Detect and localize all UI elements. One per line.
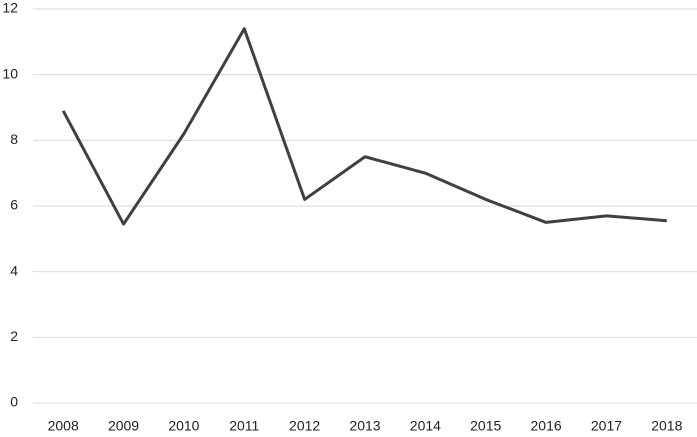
x-tick-label: 2016 bbox=[531, 418, 562, 434]
x-tick-label: 2009 bbox=[108, 418, 139, 434]
y-tick-label: 2 bbox=[10, 328, 18, 344]
x-tick-label: 2013 bbox=[349, 418, 380, 434]
x-tick-label: 2010 bbox=[168, 418, 199, 434]
data-line bbox=[61, 27, 667, 226]
y-tick-label: 0 bbox=[10, 394, 18, 410]
x-tick-label: 2011 bbox=[229, 418, 259, 434]
y-tick-label: 12 bbox=[2, 0, 18, 16]
x-tick-label: 2012 bbox=[289, 418, 320, 434]
x-tick-label: 2017 bbox=[591, 418, 622, 434]
x-tick-label: 2014 bbox=[410, 418, 441, 434]
x-tick-label: 2015 bbox=[470, 418, 501, 434]
y-tick-label: 6 bbox=[10, 197, 18, 213]
x-tick-label: 2008 bbox=[48, 418, 79, 434]
y-tick-label: 10 bbox=[2, 65, 18, 81]
y-tick-label: 4 bbox=[10, 262, 18, 278]
y-tick-label: 8 bbox=[10, 131, 18, 147]
x-tick-label: 2018 bbox=[651, 418, 682, 434]
